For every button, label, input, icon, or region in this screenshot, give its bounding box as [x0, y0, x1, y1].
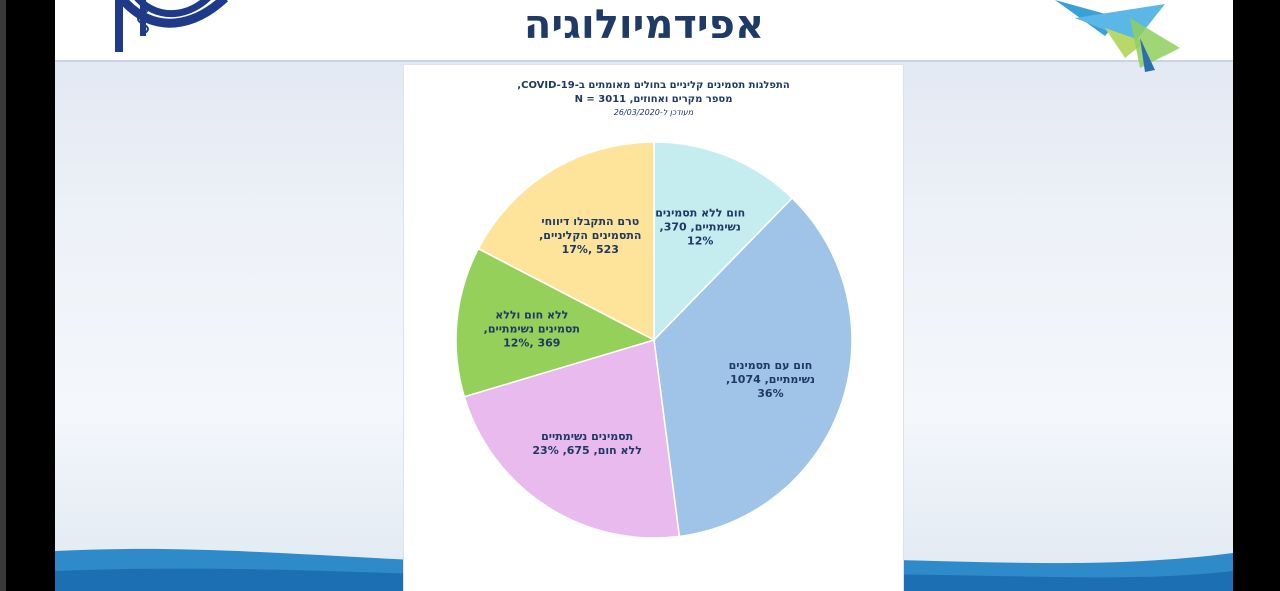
slice-label: טרם התקבלו דיווחי התסמינים הקליניים, 523 ,… [539, 215, 641, 256]
pie-slice [477, 141, 655, 342]
pie-slice [455, 247, 656, 398]
chart-panel: התפלגות תסמינים קליניים בחולים מאומתים ב… [403, 64, 904, 591]
chart-title-line2: מספר מקרים ואחוזים, N = 3011 [574, 94, 733, 105]
slice-label: ללא חום וללא תסמינים נשימתיים, 369 ,12% [484, 308, 580, 349]
slice-label: תסמינים נשימתיים ללא חום, 675, 23% [532, 430, 641, 457]
slide-title: אפידמיולוגיה [523, 2, 765, 48]
chart-title: התפלגות תסמינים קליניים בחולים מאומתים ב… [517, 80, 790, 91]
pie-slice [653, 141, 794, 342]
presentation-slide: אפידמיולוגיה התפלגות תסמינים קליניים בחו… [55, 0, 1233, 591]
decorative-logo-icon [1055, 0, 1180, 72]
pie-slice [463, 339, 681, 539]
header-band [55, 0, 1233, 62]
chart-title-block: התפלגות תסמינים קליניים בחולים מאומתים ב… [404, 79, 903, 119]
chart-subtitle: מעודכן ל-26/03/2020 [613, 108, 694, 117]
pie-slice [653, 197, 853, 538]
left-edge-strip [0, 0, 6, 591]
ministry-logo-icon [85, 0, 230, 54]
slice-label: חום עם תסמינים נשימתיים, 1074, 36% [726, 359, 815, 400]
slice-label: חום ללא תסמינים נשימתיים, 370, 12% [655, 206, 745, 247]
pie-chart: חום ללא תסמינים נשימתיים, 370, 12% חום עם ת… [455, 141, 853, 539]
